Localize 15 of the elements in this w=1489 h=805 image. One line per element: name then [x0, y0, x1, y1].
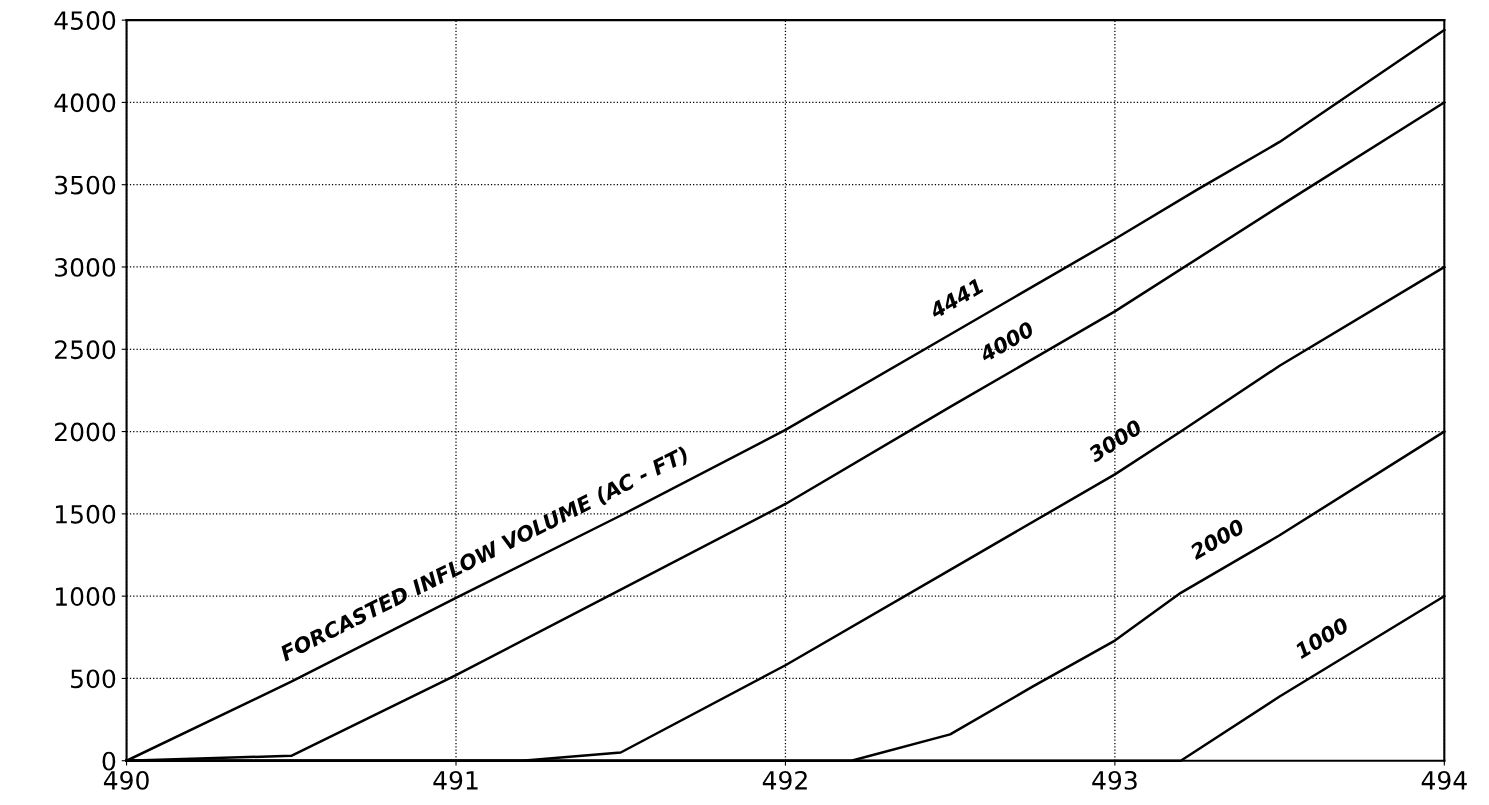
x-tick-label: 490 — [103, 770, 149, 790]
y-tick-label: 2000 — [55, 422, 116, 442]
y-tick-label: 1500 — [55, 504, 116, 524]
y-tick-label: 0 — [102, 751, 116, 771]
x-tick-label: 493 — [1092, 770, 1137, 790]
y-tick-label: 4500 — [54, 11, 116, 30]
y-tick-label: 500 — [71, 669, 116, 689]
y-tick-label: 1000 — [55, 587, 116, 606]
y-tick-label: 3500 — [55, 175, 116, 195]
x-tick-label: 492 — [762, 770, 807, 790]
x-tick-label: 491 — [433, 770, 478, 790]
y-tick-label: 4000 — [54, 93, 116, 113]
y-tick-label: 2500 — [55, 340, 116, 360]
x-tick-label: 494 — [1421, 770, 1467, 790]
y-tick-label: 3000 — [55, 257, 116, 277]
